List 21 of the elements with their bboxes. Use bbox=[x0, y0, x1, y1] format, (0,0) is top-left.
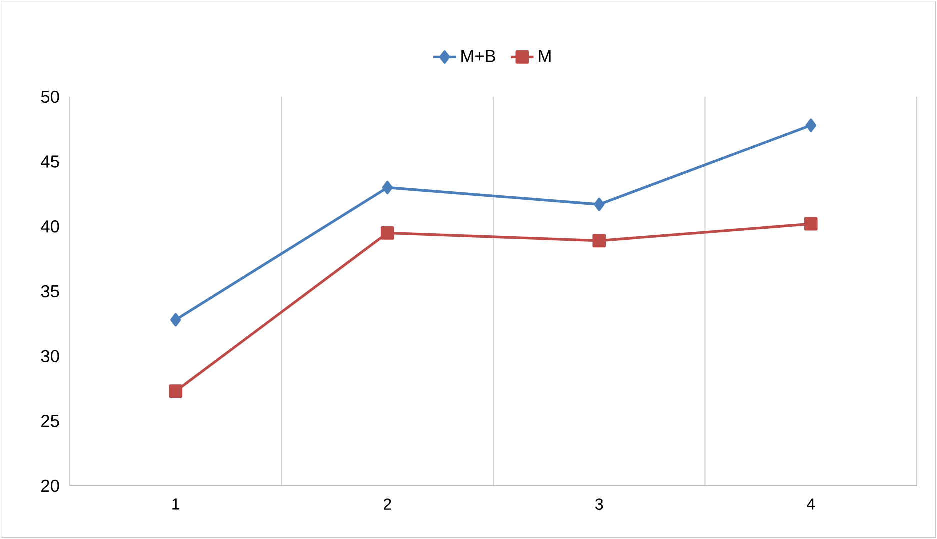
y-tick-label: 45 bbox=[41, 156, 60, 168]
point bbox=[804, 217, 818, 231]
point bbox=[594, 198, 605, 212]
point bbox=[806, 118, 816, 132]
y-tick-label: 20 bbox=[42, 480, 60, 492]
x-tick-label: 3 bbox=[596, 498, 604, 510]
x-tick-label: 2 bbox=[384, 498, 392, 510]
point bbox=[170, 313, 182, 327]
point bbox=[169, 384, 183, 398]
y-tick-label: 25 bbox=[42, 415, 60, 428]
x-tick-label: 4 bbox=[807, 498, 816, 510]
y-tick-label: 40 bbox=[41, 220, 60, 233]
legend-label: M bbox=[539, 50, 551, 62]
y-tick-label: 50 bbox=[41, 90, 60, 104]
legend-label: M+B bbox=[462, 50, 496, 62]
y-tick-label: 35 bbox=[41, 285, 60, 298]
point bbox=[592, 234, 606, 248]
point bbox=[380, 226, 394, 240]
point bbox=[382, 181, 393, 194]
x-tick-label: 1 bbox=[172, 498, 180, 510]
y-tick-label: 30 bbox=[41, 350, 60, 362]
